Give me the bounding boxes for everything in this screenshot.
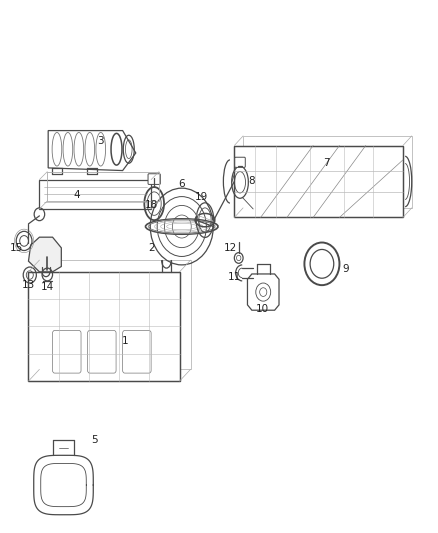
- Text: 14: 14: [41, 282, 54, 292]
- Text: 4: 4: [73, 190, 80, 199]
- Text: 19: 19: [195, 192, 208, 202]
- Text: 8: 8: [248, 176, 255, 186]
- FancyBboxPatch shape: [148, 174, 160, 184]
- Polygon shape: [234, 146, 403, 217]
- Text: 2: 2: [148, 243, 155, 253]
- Text: 15: 15: [10, 243, 23, 253]
- Polygon shape: [34, 455, 93, 515]
- Text: 3: 3: [97, 136, 104, 146]
- Polygon shape: [48, 131, 136, 171]
- Polygon shape: [247, 274, 279, 310]
- Text: 18: 18: [145, 200, 158, 210]
- FancyBboxPatch shape: [235, 157, 245, 167]
- Polygon shape: [28, 237, 61, 272]
- Text: 10: 10: [256, 304, 269, 314]
- Text: 7: 7: [323, 158, 330, 167]
- Text: 6: 6: [178, 179, 185, 189]
- Text: 11: 11: [228, 272, 241, 282]
- Text: 12: 12: [223, 243, 237, 253]
- Text: 5: 5: [91, 435, 98, 445]
- FancyBboxPatch shape: [39, 180, 151, 209]
- Polygon shape: [28, 272, 180, 381]
- Text: 13: 13: [22, 280, 35, 290]
- Text: 9: 9: [343, 264, 350, 274]
- Text: 1: 1: [121, 336, 128, 346]
